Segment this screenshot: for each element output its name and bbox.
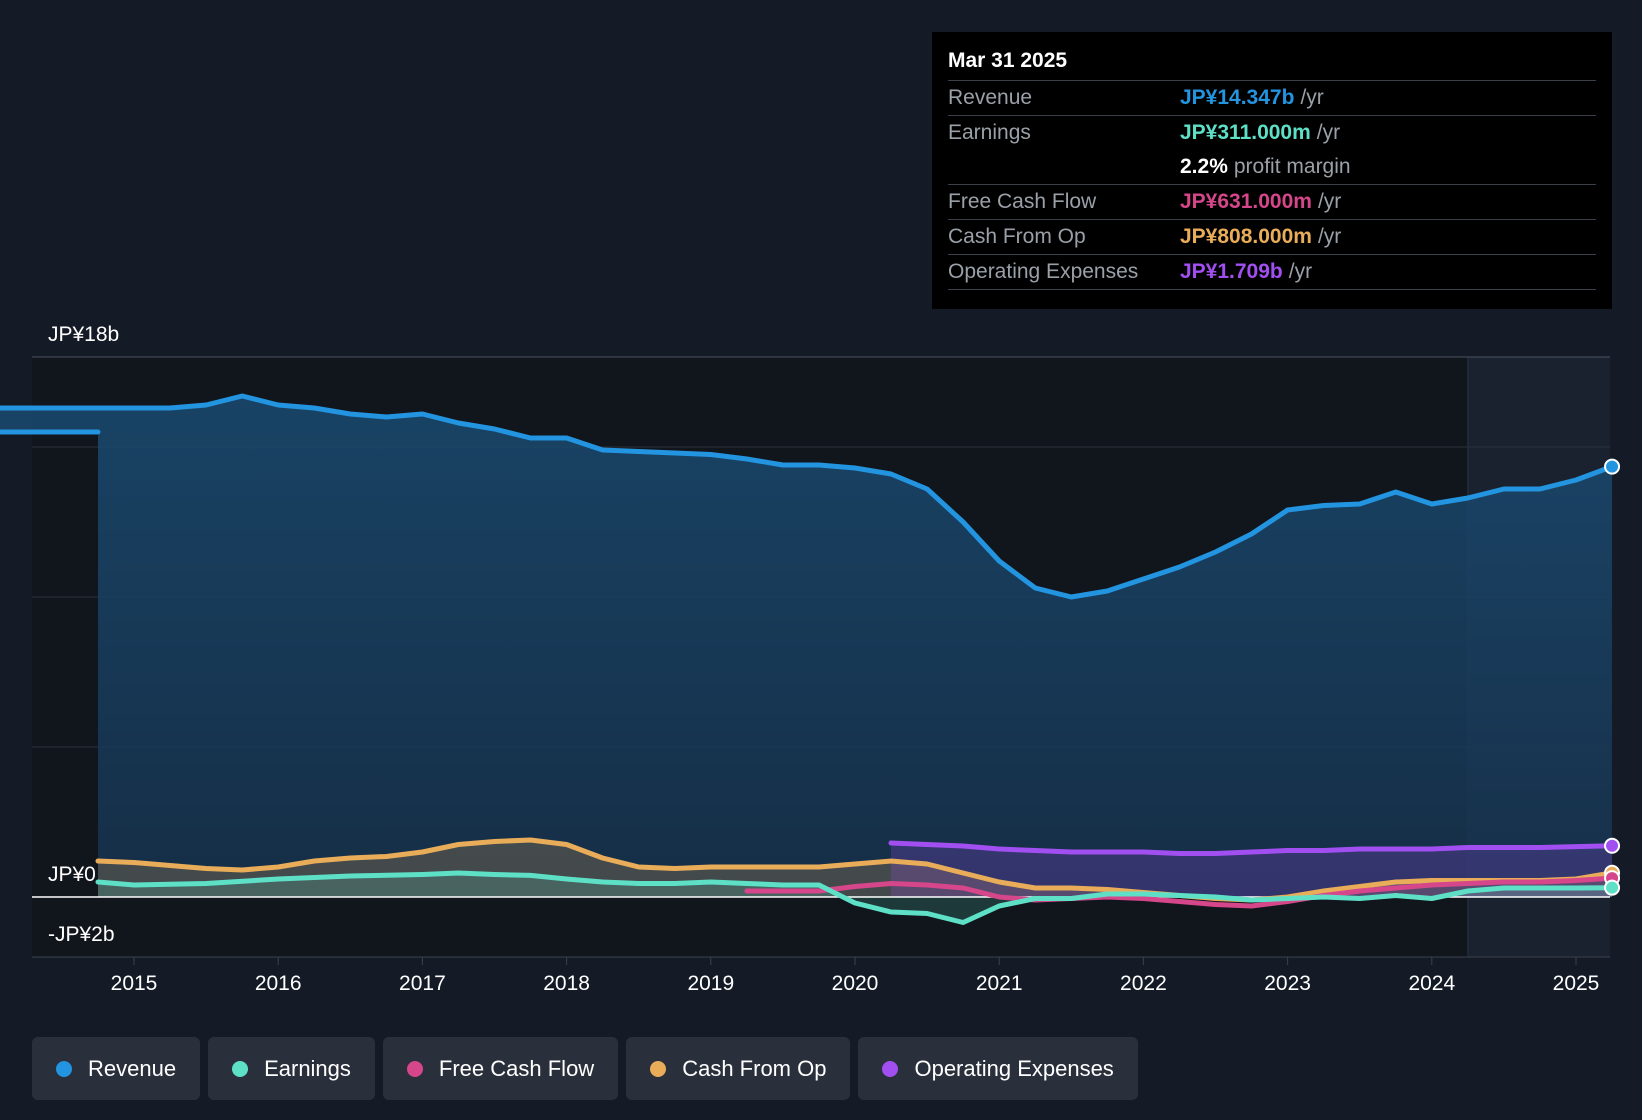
tooltip-unit: /yr bbox=[1288, 260, 1313, 283]
x-tick-label: 2020 bbox=[832, 972, 879, 995]
legend: Revenue Earnings Free Cash Flow Cash Fro… bbox=[32, 1037, 1138, 1100]
cash-from-op-line bbox=[95, 837, 1615, 903]
legend-label: Earnings bbox=[264, 1055, 351, 1081]
x-tick-label: 2021 bbox=[976, 972, 1023, 995]
earnings-end-marker bbox=[1604, 879, 1621, 896]
revenue-end-marker bbox=[1604, 458, 1621, 475]
revenue-area bbox=[0, 396, 1612, 897]
legend-label: Cash From Op bbox=[682, 1055, 827, 1081]
tooltip-label: Operating Expenses bbox=[948, 260, 1139, 283]
tooltip-label: Free Cash Flow bbox=[948, 190, 1097, 213]
tooltip-unit: /yr bbox=[1317, 225, 1342, 248]
tooltip-label: Cash From Op bbox=[948, 225, 1086, 248]
operating-expenses-end-marker bbox=[1604, 837, 1621, 854]
tooltip-unit: profit margin bbox=[1233, 155, 1351, 178]
tooltip-unit: /yr bbox=[1300, 86, 1324, 109]
x-tick-label: 2024 bbox=[1408, 972, 1455, 995]
tooltip-label: Earnings bbox=[948, 121, 1031, 144]
x-tick-label: 2017 bbox=[399, 972, 446, 995]
revenue-line bbox=[0, 393, 1615, 600]
legend-item-free-cash-flow[interactable]: Free Cash Flow bbox=[382, 1037, 619, 1100]
tooltip-row-free-cash-flow: Free Cash Flow JP¥631.000m /yr bbox=[948, 185, 1596, 220]
x-tick-label: 2022 bbox=[1120, 972, 1167, 995]
legend-label: Revenue bbox=[88, 1055, 177, 1081]
tooltip-unit: /yr bbox=[1317, 190, 1342, 213]
tooltip-row-cash-from-op: Cash From Op JP¥808.000m /yr bbox=[948, 220, 1596, 255]
tooltip-value: JP¥631.000m bbox=[1180, 190, 1312, 213]
tooltip-value: JP¥1.709b bbox=[1180, 260, 1283, 283]
legend-label: Operating Expenses bbox=[914, 1055, 1114, 1081]
legend-item-revenue[interactable]: Revenue bbox=[32, 1037, 201, 1100]
cash-from-op-area bbox=[98, 840, 1612, 900]
y-tick-label: -JP¥2b bbox=[48, 923, 115, 946]
x-tick-label: 2023 bbox=[1264, 972, 1311, 995]
tooltip-value: JP¥14.347b bbox=[1180, 86, 1295, 109]
tooltip-row-operating-expenses: Operating Expenses JP¥1.709b /yr bbox=[948, 255, 1596, 290]
tooltip-value: JP¥311.000m bbox=[1180, 121, 1311, 144]
tooltip-label: Revenue bbox=[948, 86, 1033, 109]
tooltip-row-profit-margin: 2.2% profit margin bbox=[948, 150, 1596, 185]
operating-expenses-line bbox=[888, 840, 1615, 856]
legend-item-operating-expenses[interactable]: Operating Expenses bbox=[858, 1037, 1138, 1100]
legend-dot-icon bbox=[406, 1060, 423, 1077]
x-tick-label: 2015 bbox=[111, 972, 158, 995]
x-tick-label: 2018 bbox=[543, 972, 590, 995]
earnings-line bbox=[95, 870, 1615, 925]
tooltip-row-revenue: Revenue JP¥14.347b /yr bbox=[948, 81, 1596, 116]
tooltip-date: Mar 31 2025 bbox=[948, 46, 1596, 81]
x-tick-label: 2019 bbox=[687, 972, 734, 995]
legend-dot-icon bbox=[232, 1060, 249, 1077]
legend-dot-icon bbox=[882, 1060, 899, 1077]
free-cash-flow-line bbox=[744, 875, 1615, 909]
legend-item-earnings[interactable]: Earnings bbox=[208, 1037, 375, 1100]
tooltip-row-earnings: Earnings JP¥311.000m /yr bbox=[948, 116, 1596, 150]
legend-dot-icon bbox=[56, 1060, 72, 1077]
legend-label: Free Cash Flow bbox=[438, 1055, 595, 1081]
tooltip-label bbox=[948, 150, 1180, 184]
tooltip: Mar 31 2025 Revenue JP¥14.347b /yr Earni… bbox=[932, 32, 1612, 309]
x-tick-label: 2025 bbox=[1553, 972, 1600, 995]
y-tick-label: JP¥0 bbox=[48, 863, 96, 886]
y-tick-label: JP¥18b bbox=[48, 323, 119, 346]
legend-dot-icon bbox=[650, 1060, 667, 1077]
tooltip-value: JP¥808.000m bbox=[1180, 225, 1312, 248]
tooltip-unit: /yr bbox=[1316, 121, 1341, 144]
legend-item-cash-from-op[interactable]: Cash From Op bbox=[626, 1037, 851, 1100]
tooltip-value: 2.2% bbox=[1180, 155, 1228, 178]
x-tick-label: 2016 bbox=[255, 972, 302, 995]
